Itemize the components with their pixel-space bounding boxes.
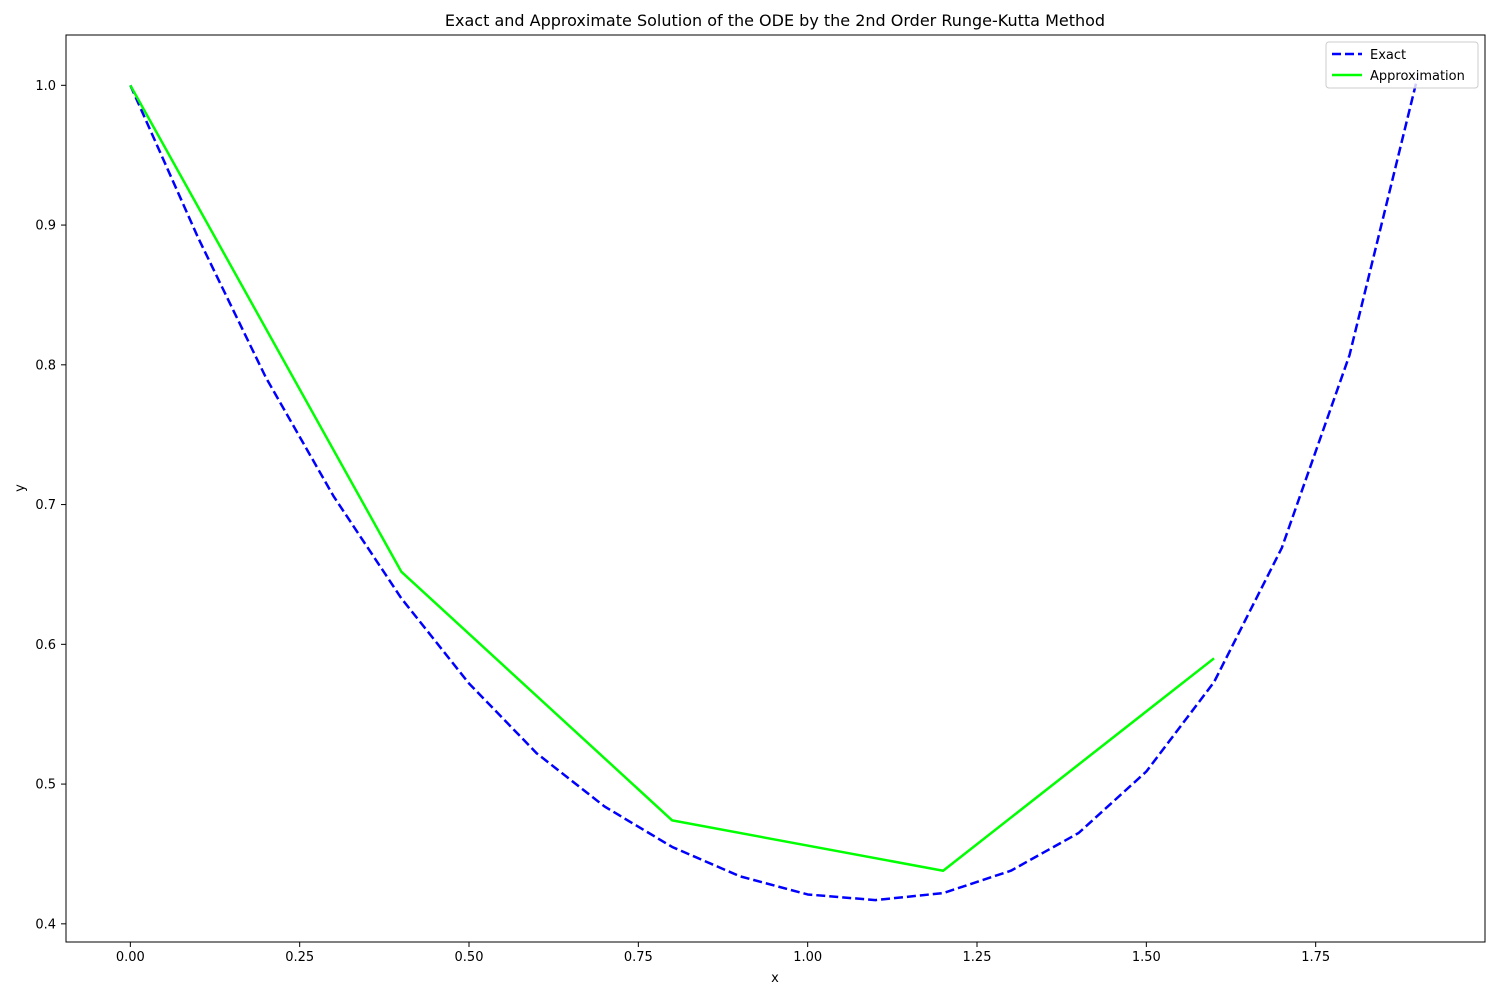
plot-frame bbox=[65, 34, 1486, 943]
x-tick-label: 1.00 bbox=[793, 950, 822, 965]
series-layer bbox=[129, 78, 1419, 902]
y-tick-label: 0.7 bbox=[35, 498, 56, 513]
y-tick-label: 1.0 bbox=[35, 79, 56, 94]
y-axis-label: y bbox=[13, 484, 28, 492]
legend: Exact Approximation bbox=[1325, 41, 1479, 89]
legend-label-exact: Exact bbox=[1370, 48, 1406, 63]
y-tick-label: 0.6 bbox=[35, 638, 56, 653]
y-axis: 0.4 0.5 0.6 0.7 0.8 0.9 1.0 bbox=[35, 79, 66, 932]
series-line-approximation bbox=[129, 84, 1215, 872]
y-tick-label: 0.9 bbox=[35, 219, 56, 234]
x-tick-label: 1.25 bbox=[963, 950, 992, 965]
x-tick-label: 0.00 bbox=[116, 950, 145, 965]
x-tick-label: 1.50 bbox=[1132, 950, 1161, 965]
plot-area bbox=[65, 34, 1486, 943]
series-line-exact bbox=[129, 78, 1419, 902]
y-tick-label: 0.4 bbox=[35, 917, 56, 932]
x-tick-label: 0.50 bbox=[455, 950, 484, 965]
legend-box bbox=[1325, 41, 1479, 89]
x-axis: 0.00 0.25 0.50 0.75 1.00 1.25 1.50 1.75 bbox=[116, 942, 1330, 965]
chart-title: Exact and Approximate Solution of the OD… bbox=[445, 11, 1105, 30]
x-tick-label: 0.25 bbox=[285, 950, 314, 965]
legend-label-approximation: Approximation bbox=[1370, 69, 1465, 84]
x-tick-label: 1.75 bbox=[1301, 950, 1330, 965]
x-tick-label: 0.75 bbox=[624, 950, 653, 965]
y-tick-label: 0.5 bbox=[35, 778, 56, 793]
y-tick-label: 0.8 bbox=[35, 358, 56, 373]
x-axis-label: x bbox=[771, 971, 779, 986]
